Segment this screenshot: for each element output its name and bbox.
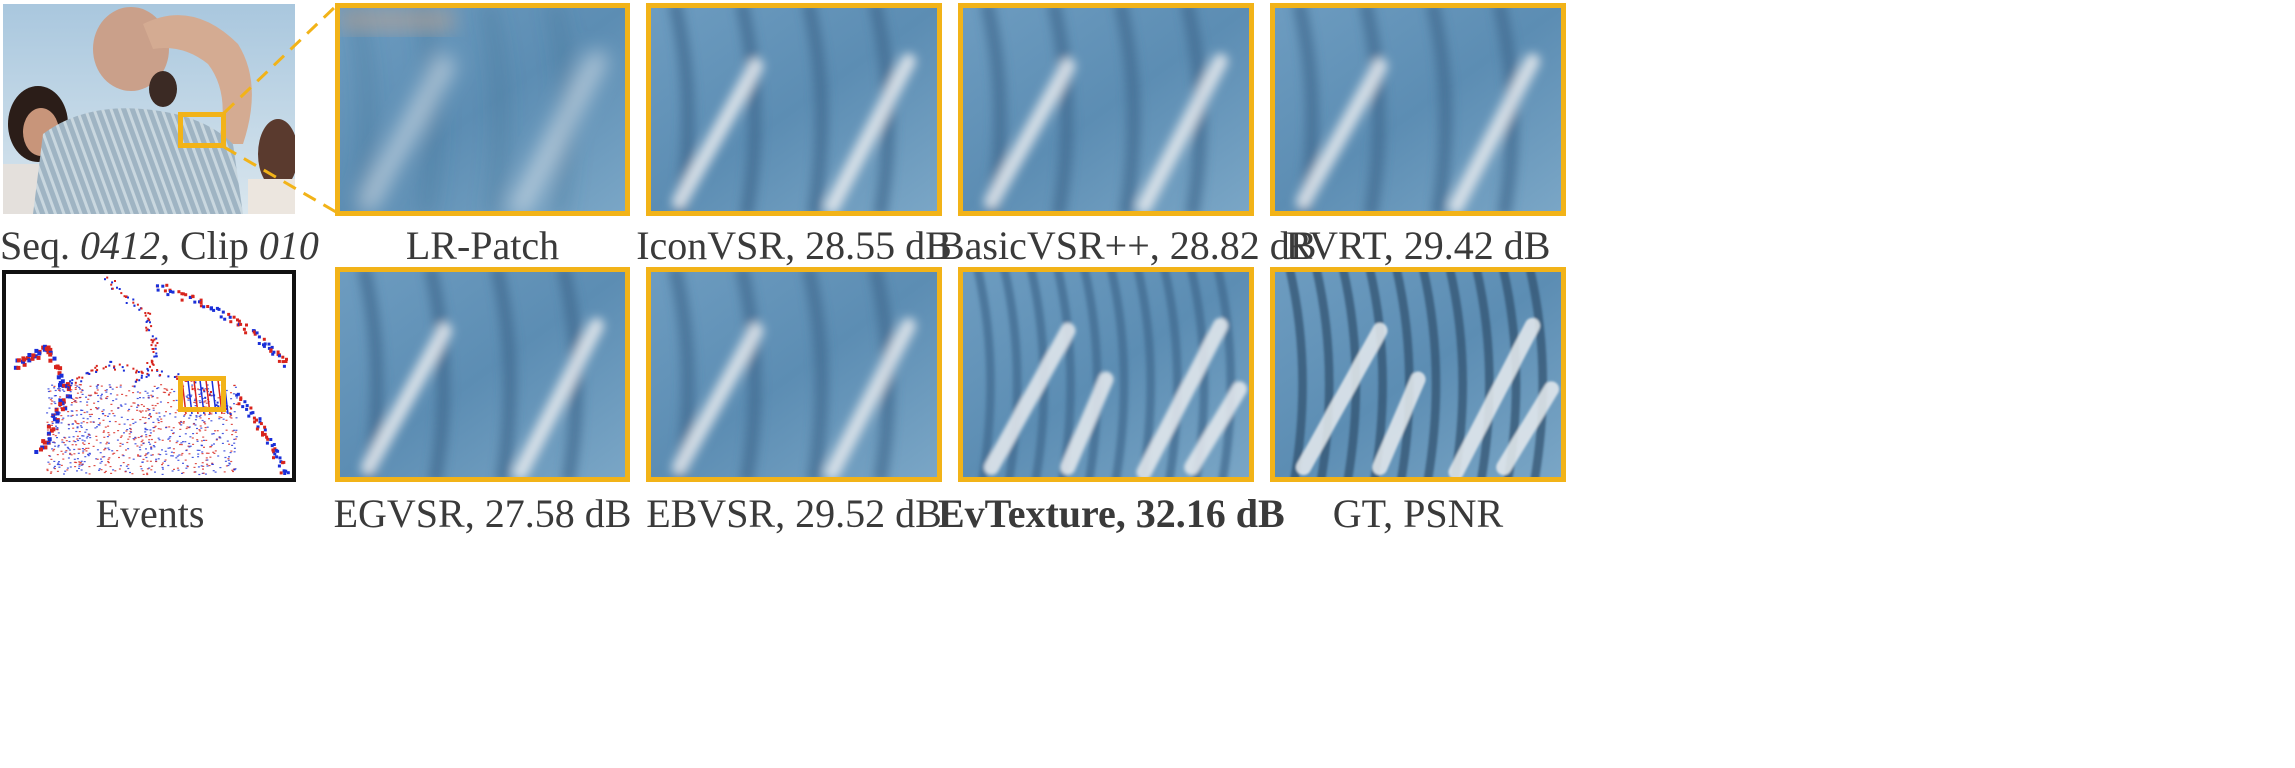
zoom-connector-lines xyxy=(222,4,338,214)
caption-basicvsr: BasicVSR++, 28.82 dB xyxy=(938,223,1317,268)
patch-egvsr xyxy=(335,267,630,482)
patch-lr xyxy=(335,3,630,216)
events-zoom-box xyxy=(178,376,226,412)
patch-rvrt xyxy=(1270,3,1566,216)
patch-ebvsr xyxy=(646,267,942,482)
patch-gt xyxy=(1270,267,1566,482)
patch-iconvsr xyxy=(646,3,942,216)
events-caption: Events xyxy=(95,491,205,536)
patch-basicvsr xyxy=(958,3,1254,216)
scene-caption: Seq. 0412, Clip 010 xyxy=(0,223,319,268)
caption-egvsr: EGVSR, 27.58 dB xyxy=(333,491,632,536)
caption-rvrt: RVRT, 29.42 dB xyxy=(1285,223,1551,268)
patch-evtexture xyxy=(958,267,1254,482)
caption-iconvsr: IconVSR, 28.55 dB xyxy=(636,223,952,268)
caption-gt: GT, PSNR xyxy=(1332,491,1504,536)
scene-zoom-box xyxy=(178,112,226,148)
events-image xyxy=(2,270,296,482)
caption-lr: LR-Patch xyxy=(405,223,560,268)
caption-evtexture: EvTexture, 32.16 dB xyxy=(938,491,1285,536)
caption-ebvsr: EBVSR, 29.52 dB xyxy=(646,491,942,536)
scene-image xyxy=(3,4,295,214)
